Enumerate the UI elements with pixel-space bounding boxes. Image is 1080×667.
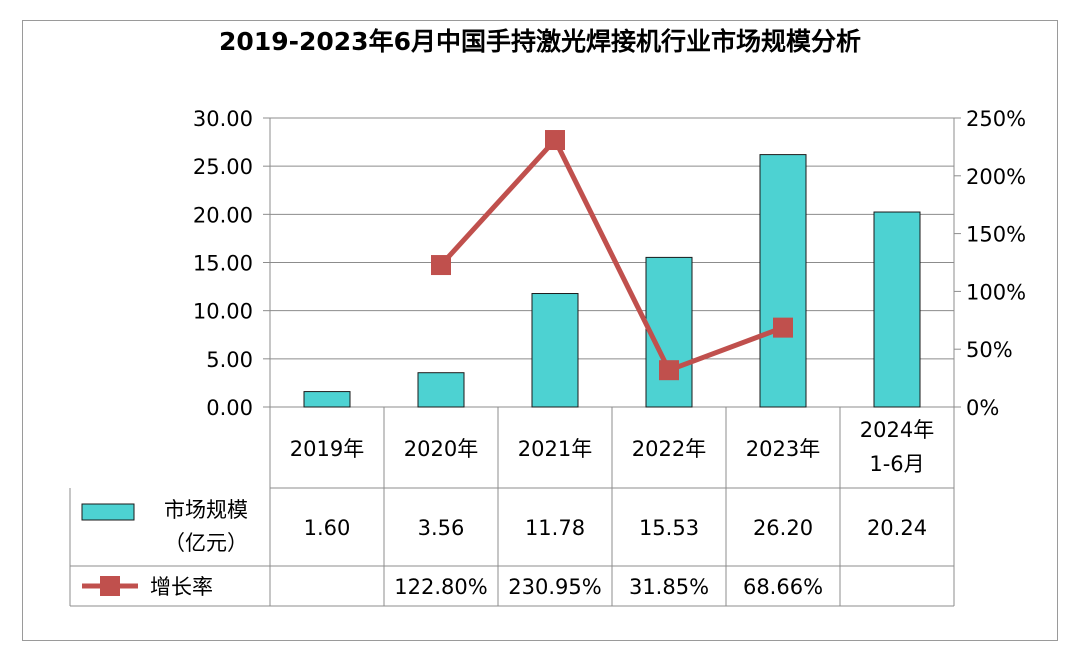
bar — [531, 293, 579, 408]
y-right-tick-label: 200% — [966, 165, 1026, 189]
chart-title: 2019-2023年6月中国手持激光焊接机行业市场规模分析 — [219, 27, 861, 56]
data-label: 1.60 — [304, 516, 351, 540]
data-label: 68.66% — [743, 575, 823, 599]
y-right-tick-label: 100% — [966, 280, 1026, 304]
y-left-tick-label: 5.00 — [206, 348, 253, 372]
x-tick-label: 2023年 — [746, 437, 820, 461]
y-left-tick-label: 25.00 — [193, 155, 253, 179]
y-right-tick-label: 250% — [966, 107, 1026, 131]
legend-label: 市场规模 — [164, 498, 248, 522]
data-label: 20.24 — [867, 516, 927, 540]
data-label: 230.95% — [508, 575, 601, 599]
line-marker — [659, 360, 679, 381]
data-label: 3.56 — [418, 516, 465, 540]
y-right-tick-label: 50% — [966, 338, 1013, 362]
legend-label: （亿元） — [164, 531, 248, 555]
y-left-tick-label: 15.00 — [193, 252, 253, 276]
x-tick-label: 2019年 — [290, 437, 364, 461]
y-right-tick-label: 150% — [966, 223, 1026, 247]
x-tick-label: 1-6月 — [869, 452, 924, 476]
y-left-tick-label: 0.00 — [206, 396, 253, 420]
bar — [759, 154, 807, 408]
y-left-tick-label: 20.00 — [193, 203, 253, 227]
y-left-tick-label: 30.00 — [193, 107, 253, 131]
x-tick-label: 2021年 — [518, 437, 592, 461]
data-label: 15.53 — [639, 516, 699, 540]
y-right-tick-label: 0% — [966, 396, 999, 420]
growth-rate-line — [439, 137, 784, 373]
x-tick-label: 2024年 — [860, 418, 934, 442]
line-marker — [431, 255, 451, 276]
data-label: 11.78 — [525, 516, 585, 540]
data-label: 31.85% — [629, 575, 709, 599]
data-label: 26.20 — [753, 516, 813, 540]
line-marker — [773, 317, 793, 338]
data-label: 122.80% — [394, 575, 487, 599]
y-left-tick-label: 10.00 — [193, 300, 253, 324]
bar — [303, 391, 351, 408]
x-tick-label: 2022年 — [632, 437, 706, 461]
legend-label: 增长率 — [150, 575, 213, 599]
legend-swatch-marker — [100, 576, 120, 596]
bar — [417, 372, 465, 408]
bar — [645, 256, 693, 408]
line-marker — [545, 130, 565, 151]
x-tick-label: 2020年 — [404, 437, 478, 461]
legend-swatch-bar — [81, 503, 135, 521]
bar — [873, 211, 921, 408]
